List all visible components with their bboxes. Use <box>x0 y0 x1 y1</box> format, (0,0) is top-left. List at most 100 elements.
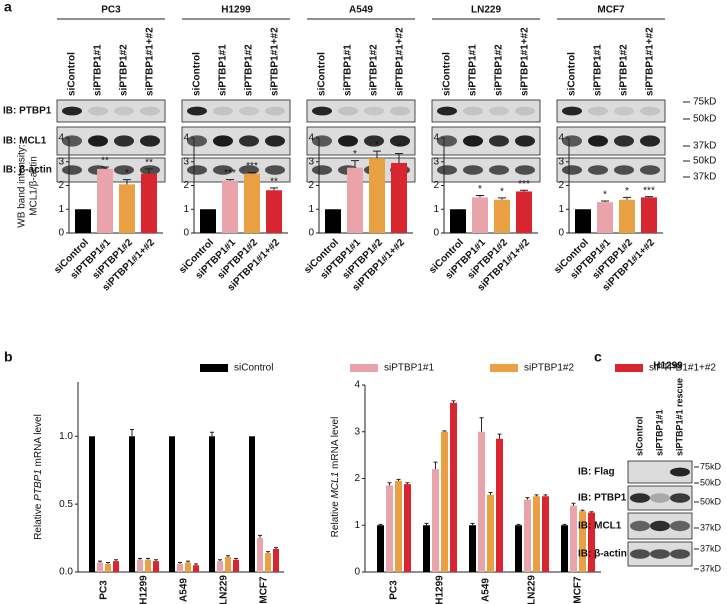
blot-band <box>650 493 670 503</box>
bar <box>257 538 263 572</box>
bar <box>222 180 238 233</box>
y-tick-label: 4 <box>183 133 189 144</box>
significance: * <box>478 184 482 195</box>
significance: * <box>125 168 129 179</box>
marker-label: 37kD <box>700 522 722 532</box>
error-bar <box>451 400 456 403</box>
error-bar <box>387 482 392 486</box>
significance: * <box>625 186 629 197</box>
error-bar <box>351 160 359 168</box>
y-tick-label: 2 <box>308 180 314 191</box>
error-bar <box>194 563 198 566</box>
y-axis-label-part: Relative <box>33 501 44 540</box>
bar <box>561 525 568 572</box>
blot-band <box>515 106 535 116</box>
legend-label: siControl <box>234 363 273 374</box>
bar <box>153 561 159 572</box>
bar <box>494 199 510 233</box>
blot-band <box>670 467 690 477</box>
y-tick-label: 0 <box>354 567 360 578</box>
y-tick-label: 3 <box>433 156 439 167</box>
blot-band <box>265 135 285 147</box>
bar <box>169 436 175 572</box>
blot-band <box>670 520 690 532</box>
bar <box>619 199 635 233</box>
blot-band <box>312 106 332 116</box>
blot-band <box>338 106 358 116</box>
cell-line-title: LN229 <box>471 5 501 16</box>
lane-label: siPTBP1#1+#2 <box>645 27 656 96</box>
blot-band <box>489 135 509 147</box>
x-tick-label: LN229 <box>219 575 230 604</box>
y-axis-label: MCL1/β-actin <box>29 156 40 216</box>
bar <box>145 559 151 572</box>
blot-band <box>239 106 259 116</box>
bar <box>249 436 255 572</box>
panel-label: c <box>594 349 602 365</box>
cell-line-title: MCF7 <box>597 5 625 16</box>
blot-band <box>614 165 634 175</box>
bar <box>97 168 113 233</box>
lane-label: siControl <box>567 52 578 96</box>
blot <box>181 99 291 123</box>
significance: *** <box>518 179 530 190</box>
lane-label: siPTBP1#2 <box>369 44 380 96</box>
lane-label: siPTBP1#1 <box>654 409 664 456</box>
significance: * <box>375 140 379 151</box>
row-label: IB: PTBP1 <box>578 493 627 504</box>
blot-band <box>614 106 634 116</box>
y-tick-label: 4 <box>433 133 439 144</box>
panel-label: b <box>4 349 13 365</box>
significance: *** <box>643 185 655 196</box>
significance: * <box>397 142 401 153</box>
blot-band <box>437 165 457 175</box>
blot-band <box>437 135 457 147</box>
y-tick-label: 3 <box>354 426 360 437</box>
significance: ** <box>145 158 153 169</box>
bar <box>441 431 448 572</box>
blot-band <box>114 135 134 147</box>
y-tick-label: 3 <box>58 156 64 167</box>
legend-swatch <box>350 364 378 372</box>
error-bar <box>488 492 493 495</box>
y-axis-label: Relative PTBP1 mRNA level <box>33 414 44 540</box>
error-bar <box>395 152 403 163</box>
blot-band <box>515 135 535 147</box>
error-bar <box>138 557 142 560</box>
lane-label: siPTBP1#2 <box>494 44 505 96</box>
blot-band <box>670 493 690 503</box>
y-tick-label: 0 <box>183 228 189 239</box>
legend-label: siPTPB1#1+#2 <box>649 363 716 374</box>
error-bar <box>106 562 110 564</box>
blot-band <box>140 165 160 175</box>
y-axis-label-part: Relative <box>330 498 341 537</box>
lane-label: siControl <box>317 52 328 96</box>
row-label: IB: MCL1 <box>3 136 47 147</box>
lane-label: siPTBP1#1+#2 <box>145 27 156 96</box>
error-bar <box>186 560 190 563</box>
y-tick-label: 2 <box>558 180 564 191</box>
error-bar <box>114 559 118 562</box>
bar <box>225 557 231 572</box>
y-tick-label: 4 <box>354 380 360 391</box>
bar <box>75 209 91 233</box>
blot-band <box>562 106 582 116</box>
error-bar <box>154 559 158 562</box>
error-bar <box>373 150 381 159</box>
blot-band <box>312 165 332 175</box>
x-tick-label: MCF7 <box>259 576 270 604</box>
blot-band <box>640 165 660 175</box>
blot-band <box>338 135 358 147</box>
lane-label: siControl <box>442 52 453 96</box>
error-bar <box>479 417 484 432</box>
blot-band <box>213 165 233 175</box>
blot-band <box>187 106 207 116</box>
marker-label: 50kD <box>700 496 722 506</box>
blot-band <box>213 135 233 147</box>
bar <box>119 184 135 233</box>
bar <box>177 563 183 572</box>
y-tick-label: 1 <box>558 204 564 215</box>
error-bar <box>601 200 609 203</box>
lane-label: siPTBP1#2 <box>119 44 130 96</box>
